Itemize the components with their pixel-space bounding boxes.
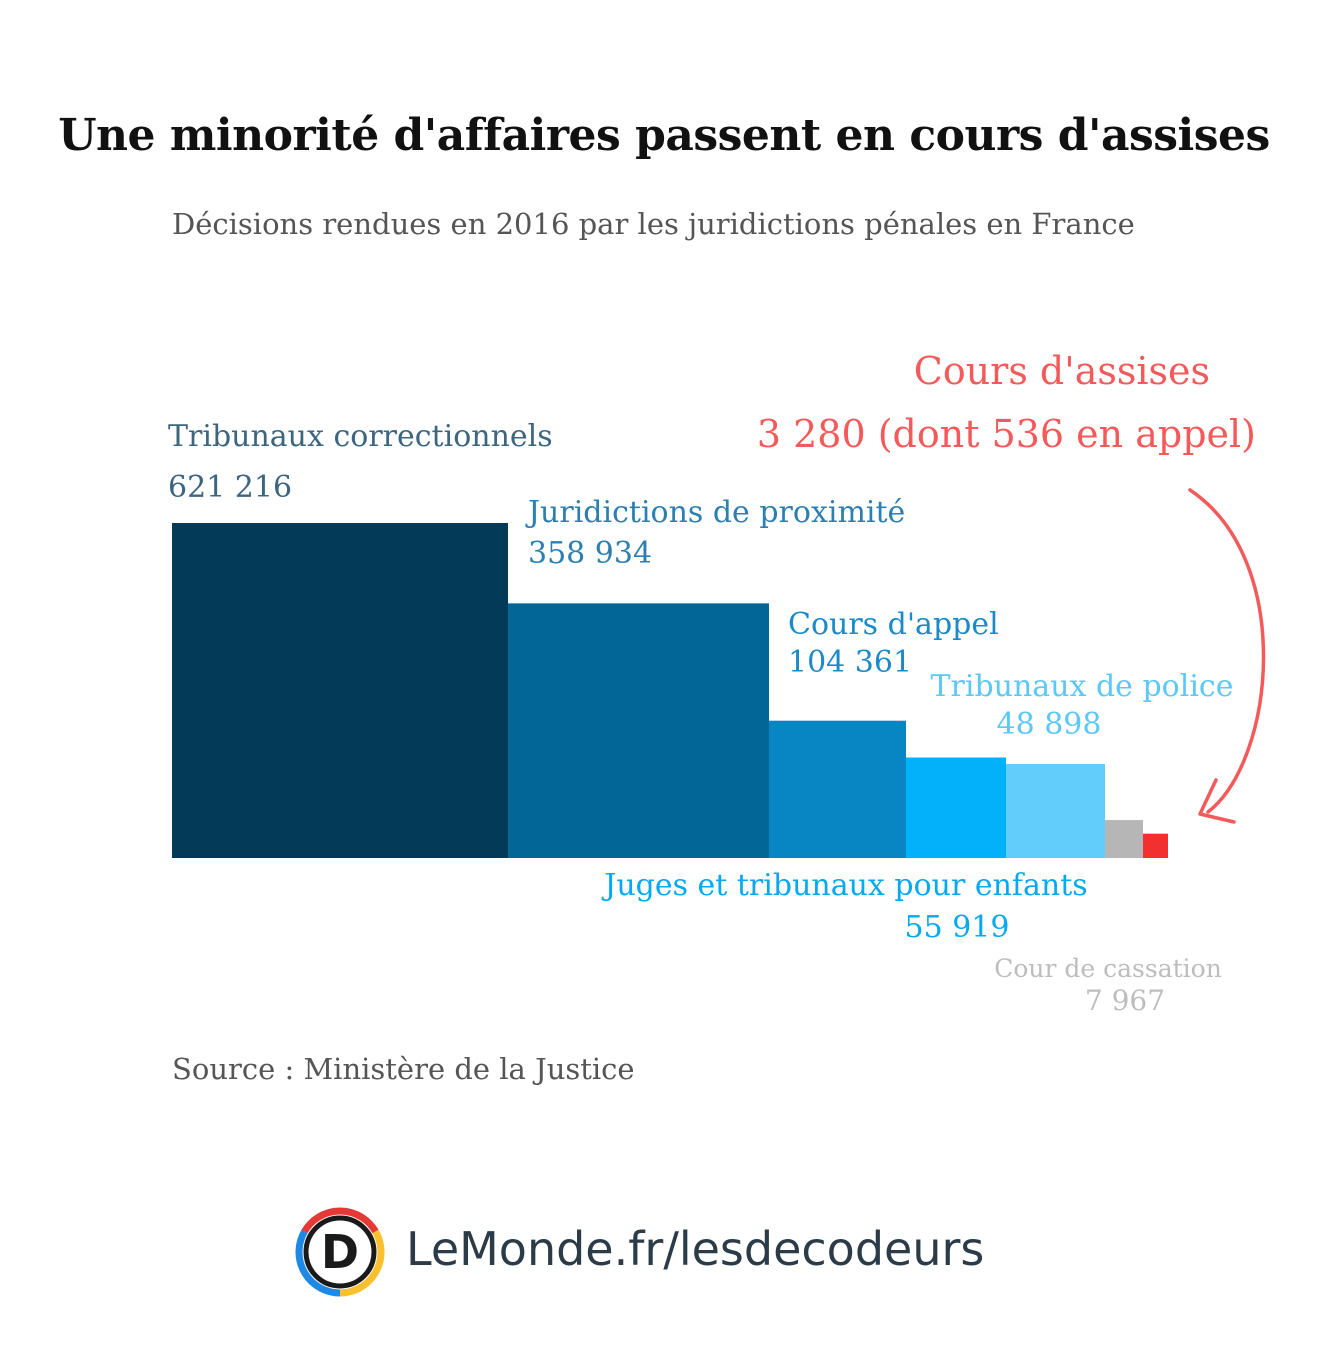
chart-subtitle: Décisions rendues en 2016 par les juridi… (172, 207, 1135, 241)
decodeurs-logo: D (295, 1207, 385, 1297)
annotation-arrowhead (1198, 778, 1236, 824)
bar-value-tribunaux-correctionnels: 621 216 (168, 470, 292, 505)
chart-title: Une minorité d'affaires passent en cours… (58, 110, 1270, 161)
logo-letter: D (321, 1225, 359, 1279)
bar-label-cour-de-cassation: Cour de cassation (994, 954, 1222, 983)
logo-inner-circle (303, 1215, 377, 1289)
logo-ring-blue (295, 1229, 341, 1297)
bar-label-juges-et-tribunaux-pour-enfants: Juges et tribunaux pour enfants (601, 868, 1087, 903)
annotation-arrow (1188, 488, 1266, 814)
bar-label-tribunaux-correctionnels: Tribunaux correctionnels (168, 419, 553, 454)
brand-url: LeMonde.fr/lesdecodeurs (406, 1222, 985, 1276)
bar-label-cours-d-appel: Cours d'appel (788, 607, 999, 642)
bar-tribunaux-de-police (1006, 764, 1105, 858)
source-note: Source : Ministère de la Justice (172, 1052, 635, 1086)
bar-label-juridictions-de-proximite: Juridictions de proximité (525, 495, 905, 530)
bar-value-cours-d-appel: 104 361 (788, 645, 912, 680)
annotation-title-cours-d-assises: Cours d'assises (914, 349, 1210, 393)
bars-group (172, 523, 1168, 858)
annotation-value-cours-d-assises: 3 280 (dont 536 en appel) (757, 412, 1256, 456)
bar-value-cour-de-cassation: 7 967 (1085, 984, 1165, 1017)
bar-value-tribunaux-de-police: 48 898 (997, 707, 1102, 742)
bar-cour-de-cassation (1105, 820, 1143, 858)
bar-label-tribunaux-de-police: Tribunaux de police (931, 669, 1234, 704)
bar-cours-d-assises (1143, 833, 1168, 858)
bar-juges-et-tribunaux-pour-enfants (906, 757, 1006, 858)
bar-juridictions-de-proximite (508, 603, 769, 858)
bar-tribunaux-correctionnels (172, 523, 508, 858)
bar-value-juges-et-tribunaux-pour-enfants: 55 919 (905, 910, 1010, 945)
logo-ring-yellow (339, 1229, 385, 1297)
bar-cours-d-appel (769, 720, 906, 858)
bar-value-juridictions-de-proximite: 358 934 (528, 536, 652, 571)
logo-ring-red (301, 1207, 379, 1234)
